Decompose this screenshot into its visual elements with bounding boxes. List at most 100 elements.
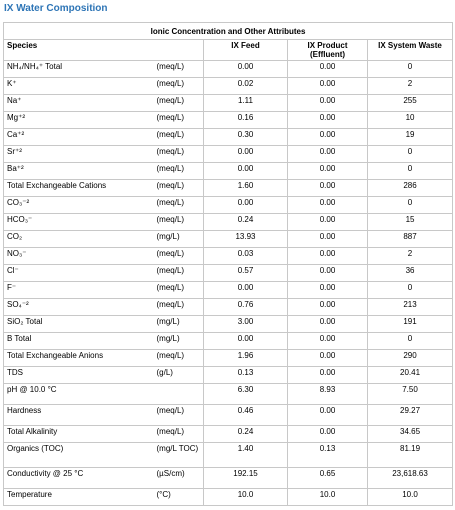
product-cell: 0.00 [287,213,368,231]
waste-cell: 887 [366,230,454,248]
unit-cell: (mg/L) [153,332,204,350]
table-row: Cl⁻ (meq/L) 0.57 0.00 36 [3,264,454,282]
feed-cell: 3.00 [203,315,288,333]
unit-cell: (meq/L) [153,145,204,163]
product-cell: 0.00 [287,332,368,350]
species-cell: Total Exchangeable Anions [3,349,154,367]
caption-row: Ionic Concentration and Other Attributes [2,22,454,40]
table-caption: Ionic Concentration and Other Attributes [2,22,454,40]
waste-cell: 191 [366,315,454,333]
species-cell: Total Exchangeable Cations [3,179,154,197]
unit-cell: (mg/L) [153,230,204,248]
waste-cell: 29.27 [366,404,454,426]
unit-cell: (meq/L) [153,213,204,231]
feed-cell: 0.00 [203,332,288,350]
column-header: Species [3,39,204,61]
table-row: NH₄/NH₄⁺ Total (meq/L) 0.00 0.00 0 [3,60,454,78]
unit-cell: (meq/L) [153,404,204,426]
header-row: Species IX Feed IX Product (Effluent) IX… [3,39,454,61]
product-cell: 0.65 [287,467,368,489]
waste-cell: 10 [366,111,454,129]
feed-cell: 0.24 [203,213,288,231]
waste-cell: 213 [366,298,454,316]
product-cell: 0.00 [287,162,368,180]
feed-cell: 0.00 [203,60,288,78]
table-row: Ba⁺² (meq/L) 0.00 0.00 0 [3,162,454,180]
feed-cell: 1.96 [203,349,288,367]
waste-cell: 0 [366,332,454,350]
table-row: Organics (TOC) (mg/L TOC) 1.40 0.13 81.19 [3,442,454,468]
species-cell: SiO₂ Total [3,315,154,333]
waste-cell: 286 [366,179,454,197]
waste-cell: 0 [366,281,454,299]
species-cell: Na⁺ [3,94,154,112]
table-row: K⁺ (meq/L) 0.02 0.00 2 [3,77,454,95]
table-row: Na⁺ (meq/L) 1.11 0.00 255 [3,94,454,112]
unit-cell: (meq/L) [153,179,204,197]
product-cell: 0.00 [287,264,368,282]
species-cell: B Total [3,332,154,350]
product-cell: 0.00 [287,145,368,163]
table-row: Sr⁺² (meq/L) 0.00 0.00 0 [3,145,454,163]
waste-cell: 7.50 [366,383,454,405]
unit-cell: (meq/L) [153,94,204,112]
feed-cell: 0.02 [203,77,288,95]
table-row: SiO₂ Total (mg/L) 3.00 0.00 191 [3,315,454,333]
species-cell: Sr⁺² [3,145,154,163]
product-cell: 0.00 [287,315,368,333]
unit-cell: (µS/cm) [153,467,204,489]
waste-cell: 0 [366,145,454,163]
feed-cell: 192.15 [203,467,288,489]
feed-cell: 0.03 [203,247,288,265]
table-row: Conductivity @ 25 °C (µS/cm) 192.15 0.65 23,… [3,467,454,489]
table-row: NO₃⁻ (meq/L) 0.03 0.00 2 [3,247,454,265]
feed-cell: 0.00 [203,145,288,163]
table-row: SO₄⁻² (meq/L) 0.76 0.00 213 [3,298,454,316]
unit-cell: (meq/L) [153,162,204,180]
waste-cell: 2 [366,77,454,95]
product-cell: 0.00 [287,94,368,112]
table-row: TDS (g/L) 0.13 0.00 20.41 [3,366,454,384]
unit-cell: (mg/L TOC) [153,442,204,468]
species-cell: Ca⁺² [3,128,154,146]
product-cell: 0.00 [287,60,368,78]
waste-cell: 0 [366,162,454,180]
feed-cell: 6.30 [203,383,288,405]
unit-cell [153,383,204,405]
product-cell: 0.00 [287,366,368,384]
table-row: CO₃⁻² (meq/L) 0.00 0.00 0 [3,196,454,214]
waste-cell: 36 [366,264,454,282]
column-header: IX Product (Effluent) [287,39,368,61]
waste-cell: 0 [366,60,454,78]
unit-cell: (meq/L) [153,60,204,78]
table-row: Temperature (°C) 10.0 10.0 10.0 [3,488,454,506]
feed-cell: 0.30 [203,128,288,146]
product-cell: 0.00 [287,196,368,214]
feed-cell: 0.16 [203,111,288,129]
feed-cell: 0.13 [203,366,288,384]
unit-cell: (meq/L) [153,425,204,443]
species-cell: K⁺ [3,77,154,95]
table-row: pH @ 10.0 °C 6.30 8.93 7.50 [3,383,454,405]
product-cell: 0.00 [287,425,368,443]
product-cell: 8.93 [287,383,368,405]
unit-cell: (mg/L) [153,315,204,333]
waste-cell: 23,618.63 [366,467,454,489]
feed-cell: 0.24 [203,425,288,443]
feed-cell: 1.60 [203,179,288,197]
species-cell: Organics (TOC) [3,442,154,468]
composition-table: Ionic Concentration and Other Attributes… [2,22,454,506]
species-cell: HCO₃⁻ [3,213,154,231]
unit-cell: (meq/L) [153,349,204,367]
product-cell: 0.13 [287,442,368,468]
table-row: Total Exchangeable Anions (meq/L) 1.96 0.00… [3,349,454,367]
feed-cell: 0.00 [203,196,288,214]
table-row: CO₂ (mg/L) 13.93 0.00 887 [3,230,454,248]
product-cell: 0.00 [287,111,368,129]
column-header: IX Feed [203,39,288,61]
species-cell: Hardness [3,404,154,426]
species-cell: NO₃⁻ [3,247,154,265]
feed-cell: 0.00 [203,281,288,299]
species-cell: Cl⁻ [3,264,154,282]
